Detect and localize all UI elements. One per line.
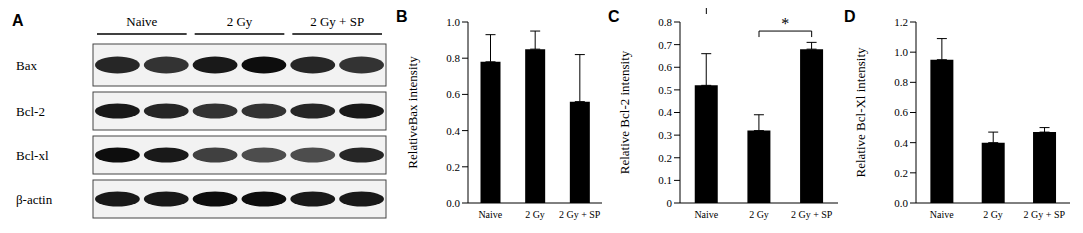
svg-text:2 Gy: 2 Gy bbox=[749, 209, 769, 220]
svg-text:Naive: Naive bbox=[930, 209, 954, 220]
svg-text:1.0: 1.0 bbox=[446, 16, 460, 28]
svg-text:1.2: 1.2 bbox=[894, 16, 908, 28]
svg-text:0: 0 bbox=[667, 197, 673, 209]
svg-text:2 Gy: 2 Gy bbox=[525, 209, 545, 220]
svg-text:2 Gy + SP: 2 Gy + SP bbox=[559, 209, 601, 220]
svg-text:1.0: 1.0 bbox=[894, 46, 908, 58]
svg-text:0.0: 0.0 bbox=[446, 197, 460, 209]
svg-text:0.6: 0.6 bbox=[658, 61, 672, 73]
svg-text:0.5: 0.5 bbox=[658, 84, 672, 96]
svg-text:Relative Bcl-2 intensity: Relative Bcl-2 intensity bbox=[617, 50, 632, 174]
svg-text:β-actin: β-actin bbox=[16, 192, 53, 207]
svg-text:Naive: Naive bbox=[126, 14, 157, 29]
svg-text:0.3: 0.3 bbox=[658, 129, 672, 141]
html-text:B: B bbox=[396, 8, 408, 25]
svg-text:Bcl-2: Bcl-2 bbox=[16, 104, 45, 119]
svg-text:2 Gy: 2 Gy bbox=[983, 209, 1003, 220]
svg-text:0.4: 0.4 bbox=[446, 125, 460, 137]
svg-text:0.8: 0.8 bbox=[658, 16, 672, 28]
svg-text:0.4: 0.4 bbox=[658, 106, 672, 118]
svg-text:2 Gy + SP: 2 Gy + SP bbox=[1024, 209, 1066, 220]
svg-text:0.7: 0.7 bbox=[658, 39, 672, 51]
svg-text:0.1: 0.1 bbox=[658, 174, 672, 186]
svg-text:0.8: 0.8 bbox=[446, 52, 460, 64]
svg-text:2 Gy: 2 Gy bbox=[227, 14, 253, 29]
html-text:C: C bbox=[608, 8, 620, 25]
svg-text:*: * bbox=[781, 15, 789, 32]
svg-text:0.6: 0.6 bbox=[446, 88, 460, 100]
svg-text:0.2: 0.2 bbox=[446, 161, 460, 173]
svg-text:0.8: 0.8 bbox=[894, 76, 908, 88]
svg-text:Relative Bcl-Xl intensity: Relative Bcl-Xl intensity bbox=[853, 47, 868, 177]
svg-text:0.2: 0.2 bbox=[658, 152, 672, 164]
svg-text:2 Gy + SP: 2 Gy + SP bbox=[310, 14, 364, 29]
svg-text:Naive: Naive bbox=[694, 209, 718, 220]
svg-text:0.6: 0.6 bbox=[894, 106, 908, 118]
svg-text:A: A bbox=[12, 12, 24, 29]
svg-text:Naive: Naive bbox=[478, 209, 502, 220]
svg-text:0.4: 0.4 bbox=[894, 137, 908, 149]
svg-text:0.2: 0.2 bbox=[894, 167, 908, 179]
svg-text:2 Gy + SP: 2 Gy + SP bbox=[791, 209, 833, 220]
svg-text:RelativeBax intensity: RelativeBax intensity bbox=[405, 56, 420, 169]
svg-text:Bcl-xl: Bcl-xl bbox=[16, 148, 49, 163]
svg-text:Bax: Bax bbox=[16, 58, 37, 73]
html-text:D: D bbox=[844, 8, 856, 25]
svg-text:0.0: 0.0 bbox=[894, 197, 908, 209]
